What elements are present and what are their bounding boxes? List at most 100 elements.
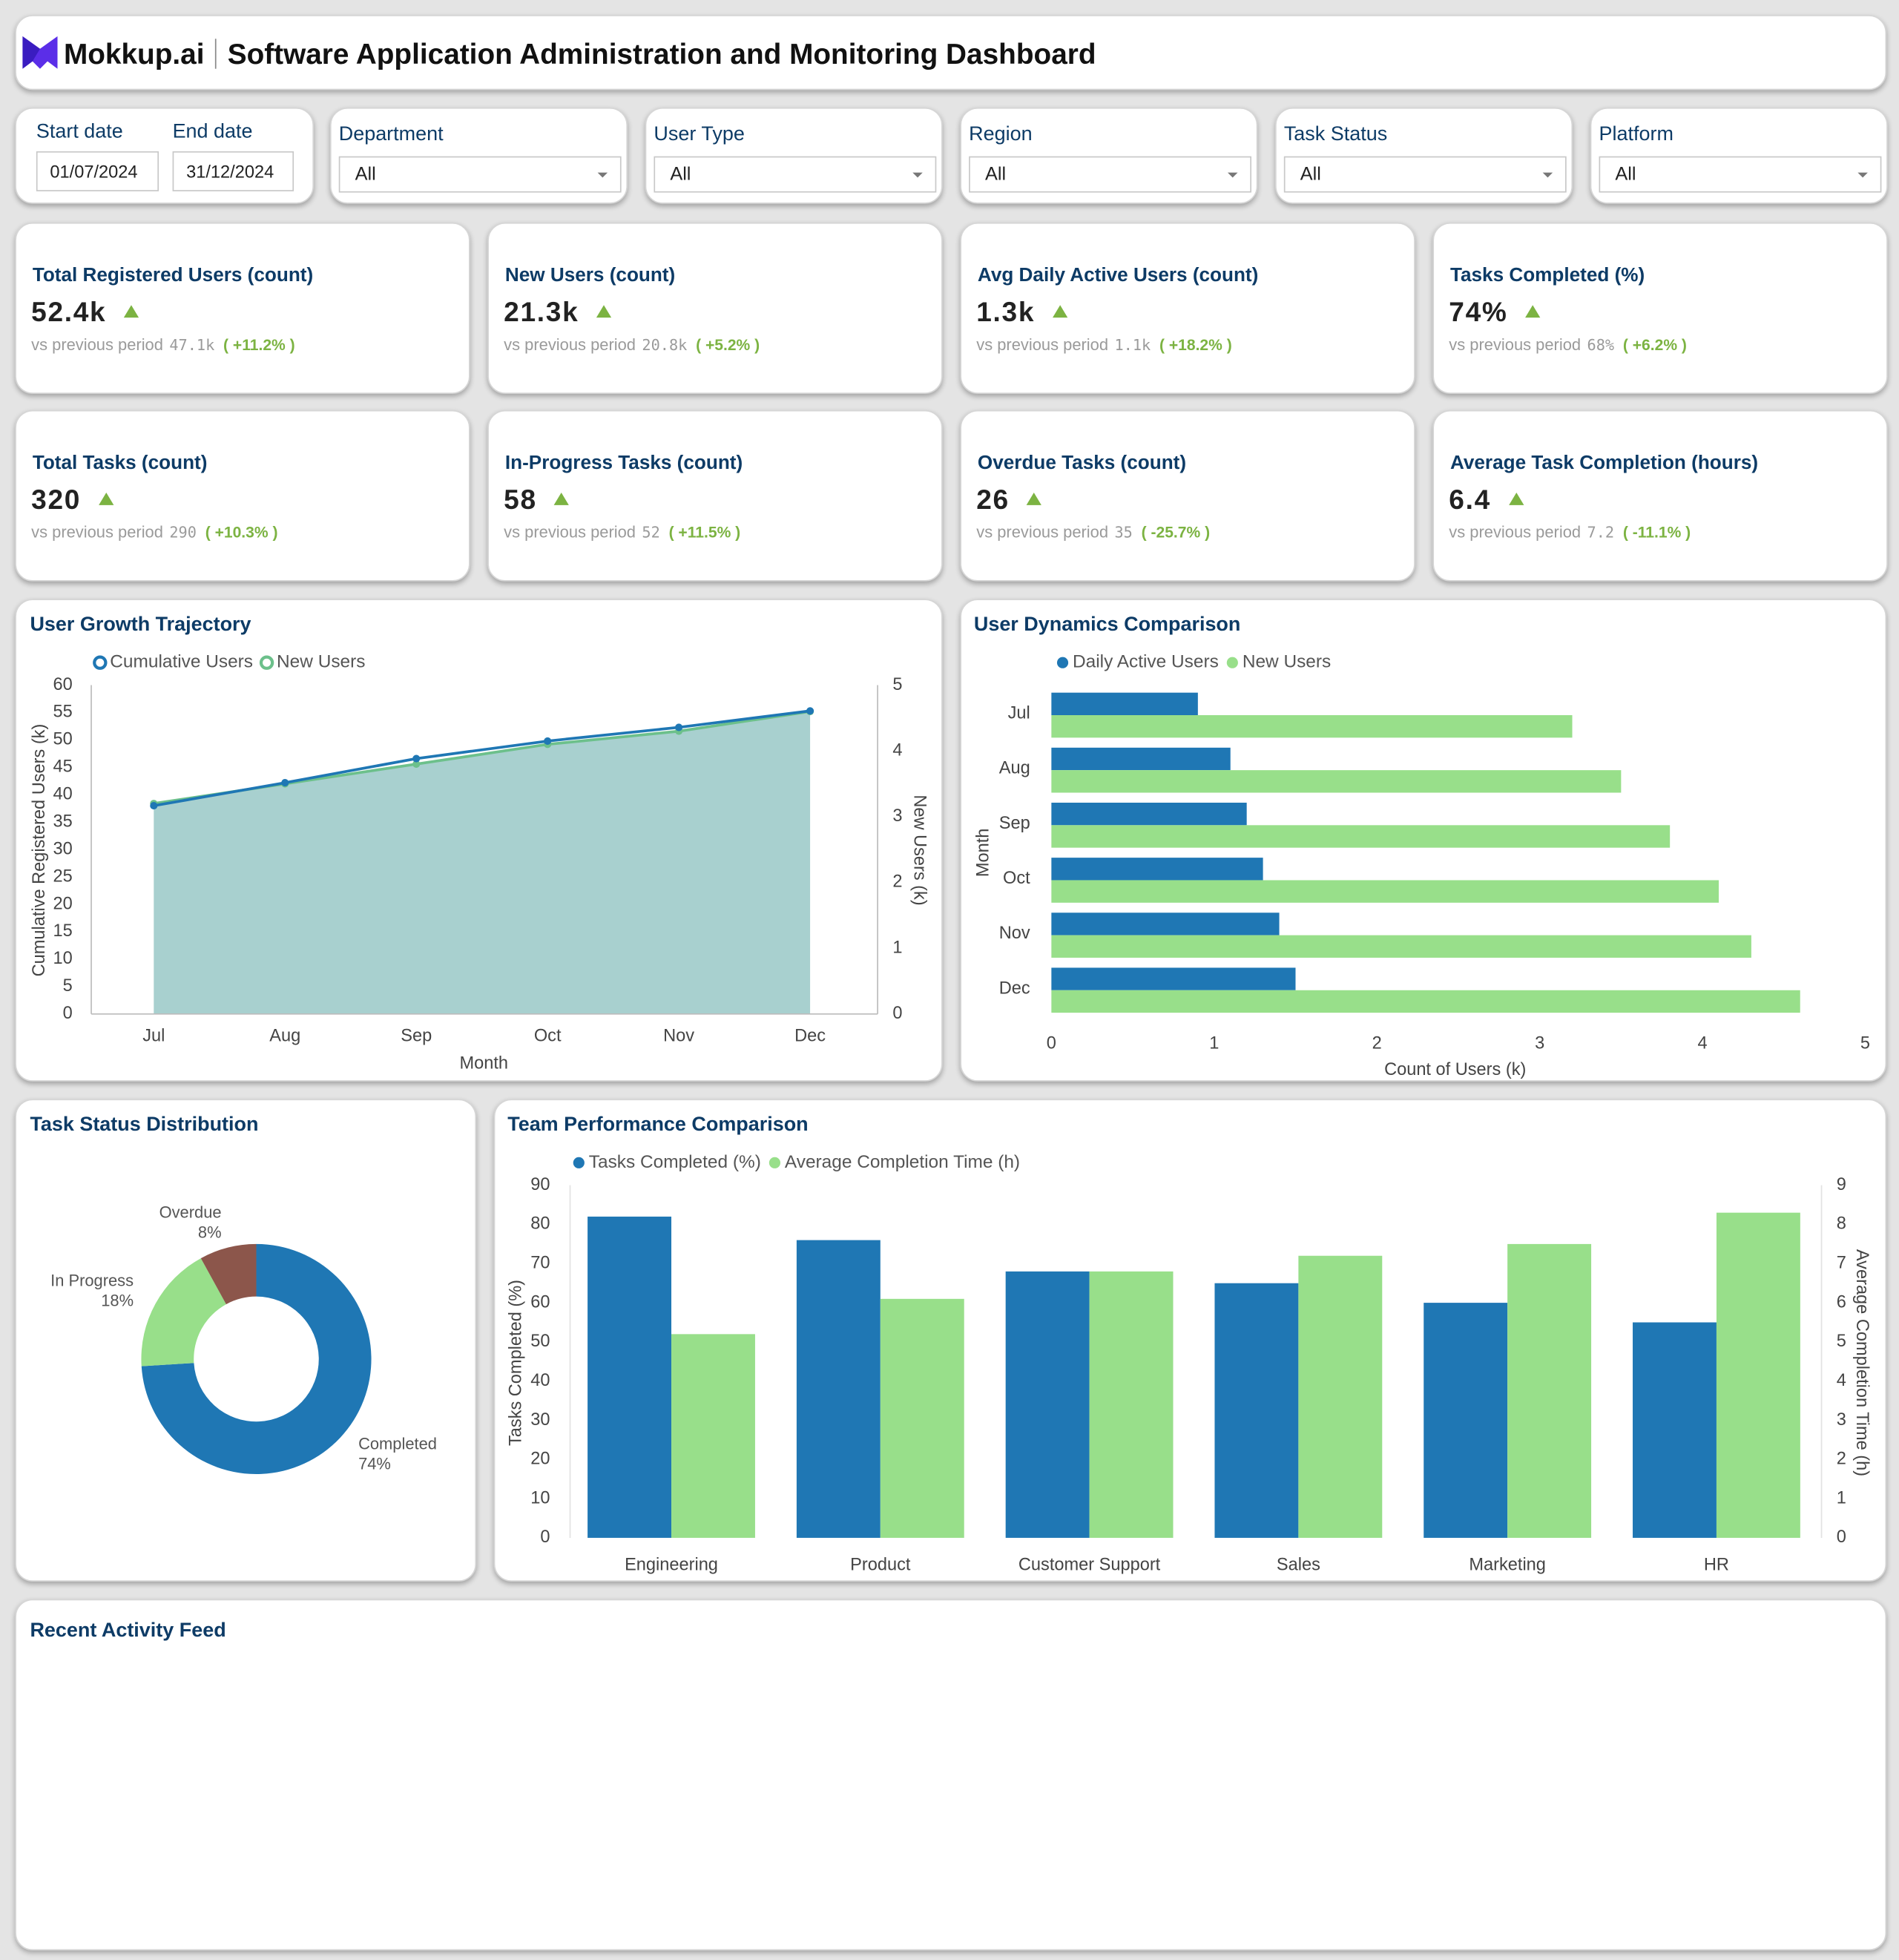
dashboard-title: Software Application Administration and … [227,37,1096,70]
trend-arrow [98,493,113,505]
dropdown-filter-card: User Type All [645,107,943,204]
dropdown-filter-card: Platform All [1590,107,1888,204]
kpi-value-row: 74% [1449,296,1541,329]
kpi-card: Total Registered Users (count) 52.4k vs pr… [15,222,470,394]
kpi-value-row: 6.4 [1449,484,1524,516]
compare-label: vs previous period [31,335,163,354]
dropdown-caret [912,172,923,178]
kpi-card: Overdue Tasks (count) 26 vs previous perio… [960,410,1415,582]
kpi-compare: vs previous period 20.8k ( +5.2% ) [504,334,760,356]
filter-label: Department [338,123,444,145]
dropdown-caret [1857,172,1868,178]
change: ( +18.2% ) [1159,336,1232,354]
kpi-title: Average Task Completion (hours) [1449,453,1759,474]
header-card: Mokkup.ai Software Application Administr… [15,15,1887,91]
dropdown[interactable]: All [338,156,622,193]
change: ( -11.1% ) [1622,524,1691,542]
compare-label: vs previous period [1449,522,1582,542]
kpi-compare: vs previous period 35 ( -25.7% ) [976,522,1210,544]
kpi-card: Total Tasks (count) 320 vs previous period… [15,410,470,582]
dropdown-caret [597,172,608,178]
kpi-compare: vs previous period 290 ( +10.3% ) [31,522,277,544]
kpi-value-row: 26 [976,484,1042,516]
dropdown[interactable]: All [969,156,1252,193]
kpi-title: Total Tasks (count) [32,453,208,474]
compare-label: vs previous period [504,335,636,354]
kpi-title: Tasks Completed (%) [1449,265,1645,286]
kpi-value-row: 1.3k [976,296,1067,329]
date-input[interactable]: 01/07/2024 [36,151,159,191]
trend-arrow [1525,305,1541,318]
kpi-value: 21.3k [504,296,579,328]
chart-card [15,1099,477,1582]
filter-label: End date [172,121,253,143]
compare-label: vs previous period [976,522,1109,542]
kpi-card: Tasks Completed (%) 74% vs previous period… [1432,222,1888,394]
trend-arrow [123,305,139,318]
kpi-value-row: 58 [504,484,570,516]
date-input[interactable]: 31/12/2024 [172,151,294,191]
brand: Mokkup.ai [63,37,205,70]
kpi-compare: vs previous period 1.1k ( +18.2% ) [976,334,1232,356]
trend-arrow [1052,305,1067,318]
kpi-value: 52.4k [31,296,107,328]
compare-label: vs previous period [504,522,636,542]
kpi-card: In-Progress Tasks (count) 58 vs previous p… [487,410,943,582]
kpi-value: 1.3k [976,296,1036,328]
filter-label: Start date [36,121,123,143]
previous-value: 52 [642,524,660,542]
logo-icon [22,36,58,69]
filter-label: User Type [654,123,745,145]
kpi-title: Overdue Tasks (count) [977,453,1187,474]
previous-value: 290 [169,524,197,542]
dropdown[interactable]: All [654,156,937,193]
previous-value: 35 [1114,524,1133,542]
change: ( +10.3% ) [205,524,278,542]
chart-card [960,599,1887,1082]
change: ( +6.2% ) [1622,336,1687,354]
kpi-compare: vs previous period 68% ( +6.2% ) [1449,334,1687,356]
kpi-card: Average Task Completion (hours) 6.4 vs pre… [1432,410,1888,582]
previous-value: 47.1k [169,336,215,354]
compare-label: vs previous period [31,522,163,542]
dropdown-filter-card: Task Status All [1275,107,1573,204]
kpi-title: Total Registered Users (count) [32,265,314,286]
kpi-value: 26 [976,484,1010,516]
kpi-compare: vs previous period 7.2 ( -11.1% ) [1449,522,1691,544]
compare-label: vs previous period [1449,335,1582,354]
trend-arrow [1508,493,1524,505]
kpi-card: Avg Daily Active Users (count) 1.3k vs pre… [960,222,1415,394]
filter-label: Region [969,123,1033,145]
compare-label: vs previous period [976,335,1109,354]
dropdown-caret [1542,172,1553,178]
dropdown-filter-card: Department All [329,107,628,204]
kpi-value: 74% [1449,296,1508,328]
previous-value: 7.2 [1587,524,1615,542]
kpi-card: New Users (count) 21.3k vs previous period… [487,222,943,394]
kpi-value-row: 52.4k [31,296,139,329]
table-card [15,1599,1887,1951]
chart-card [15,599,943,1082]
change: ( +5.2% ) [696,336,760,354]
dropdown-filter-card: Region All [960,107,1258,204]
trend-arrow [554,493,570,505]
previous-value: 68% [1587,336,1615,354]
table-title: Recent Activity Feed [30,1620,226,1642]
kpi-compare: vs previous period 47.1k ( +11.2% ) [31,334,295,356]
date-filter-card: Start date 01/07/2024 End date 31/12/202… [15,107,315,204]
change: ( +11.2% ) [223,336,295,354]
trend-arrow [1027,493,1042,505]
kpi-value-row: 21.3k [504,296,612,329]
divider [214,39,217,69]
kpi-title: New Users (count) [504,265,676,286]
dropdown[interactable]: All [1283,156,1567,193]
change: ( +11.5% ) [668,524,741,542]
dropdown[interactable]: All [1599,156,1882,193]
kpi-title: Avg Daily Active Users (count) [977,265,1259,286]
kpi-value: 58 [504,484,537,516]
previous-value: 20.8k [642,336,688,354]
kpi-value: 6.4 [1449,484,1491,516]
kpi-value-row: 320 [31,484,113,516]
